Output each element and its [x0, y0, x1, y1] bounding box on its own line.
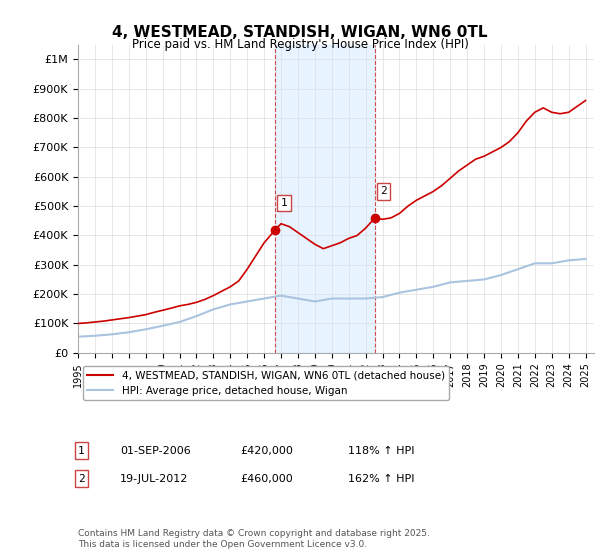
Text: 118% ↑ HPI: 118% ↑ HPI [348, 446, 415, 456]
Text: £460,000: £460,000 [240, 474, 293, 484]
Text: Contains HM Land Registry data © Crown copyright and database right 2025.
This d: Contains HM Land Registry data © Crown c… [78, 529, 430, 549]
Text: 1: 1 [78, 446, 85, 456]
Text: £420,000: £420,000 [240, 446, 293, 456]
Legend: 4, WESTMEAD, STANDISH, WIGAN, WN6 0TL (detached house), HPI: Average price, deta: 4, WESTMEAD, STANDISH, WIGAN, WN6 0TL (d… [83, 366, 449, 400]
Bar [275, 45, 375, 353]
Text: 01-SEP-2006: 01-SEP-2006 [120, 446, 191, 456]
Text: 2: 2 [380, 186, 387, 197]
Text: 4, WESTMEAD, STANDISH, WIGAN, WN6 0TL: 4, WESTMEAD, STANDISH, WIGAN, WN6 0TL [112, 25, 488, 40]
Text: 19-JUL-2012: 19-JUL-2012 [120, 474, 188, 484]
Text: 1: 1 [281, 198, 287, 208]
Text: 162% ↑ HPI: 162% ↑ HPI [348, 474, 415, 484]
Text: Price paid vs. HM Land Registry's House Price Index (HPI): Price paid vs. HM Land Registry's House … [131, 38, 469, 51]
Text: 2: 2 [78, 474, 85, 484]
